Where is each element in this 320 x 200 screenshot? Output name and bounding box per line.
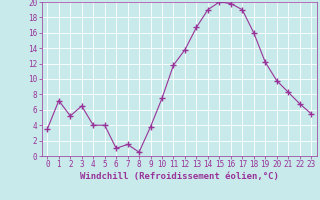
X-axis label: Windchill (Refroidissement éolien,°C): Windchill (Refroidissement éolien,°C) (80, 172, 279, 181)
